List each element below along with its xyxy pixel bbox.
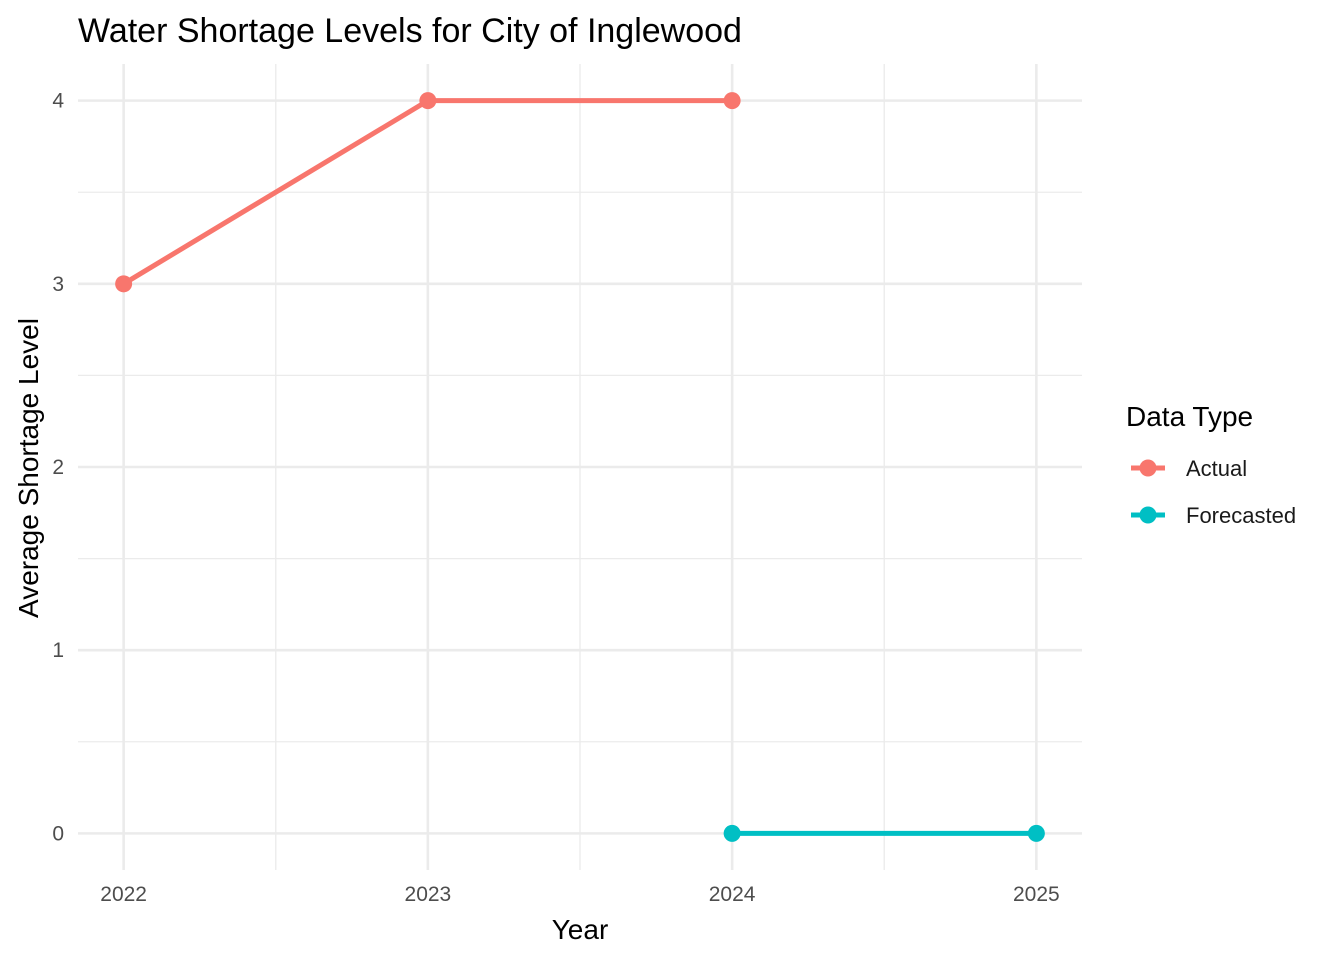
y-tick-label: 3 <box>52 273 64 296</box>
data-point-forecasted <box>723 824 741 842</box>
legend-item-actual: Actual <box>1131 456 1247 481</box>
legend-title: Data Type <box>1126 401 1253 432</box>
x-tick-labels: 2022 2023 2024 2025 <box>100 883 1059 906</box>
y-tick-label: 1 <box>52 639 64 662</box>
x-tick-label: 2025 <box>1013 883 1060 906</box>
x-tick-label: 2022 <box>100 883 147 906</box>
chart-title: Water Shortage Levels for City of Inglew… <box>78 12 742 50</box>
x-tick-label: 2024 <box>709 883 756 906</box>
x-axis-title: Year <box>552 914 609 945</box>
y-tick-labels: 0 1 2 3 4 <box>52 90 64 846</box>
legend-key-point <box>1139 459 1157 477</box>
legend-label: Actual <box>1186 456 1247 481</box>
series-layer <box>115 92 1045 842</box>
legend-item-forecasted: Forecasted <box>1131 503 1296 528</box>
grid-lines <box>78 64 1082 870</box>
data-point-actual <box>115 275 133 293</box>
y-tick-label: 4 <box>52 90 64 113</box>
data-point-forecasted <box>1027 824 1045 842</box>
legend: Data Type Actual Forecasted <box>1126 401 1296 528</box>
y-tick-label: 0 <box>52 822 64 845</box>
data-point-actual <box>419 92 437 110</box>
x-tick-label: 2023 <box>405 883 452 906</box>
legend-key-point <box>1139 506 1157 524</box>
data-point-actual <box>723 92 741 110</box>
y-tick-label: 2 <box>52 456 64 479</box>
legend-label: Forecasted <box>1186 503 1296 528</box>
y-axis-title: Average Shortage Level <box>13 318 44 618</box>
